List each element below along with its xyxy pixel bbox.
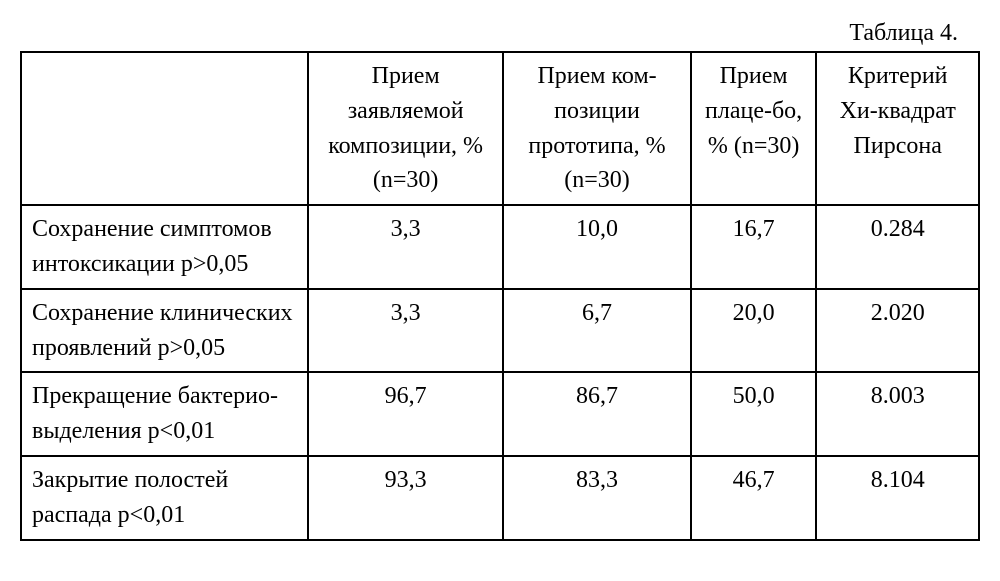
row-value: 50,0 — [691, 372, 817, 456]
header-row: Прием заявляемой композиции, % (n=30) Пр… — [21, 52, 979, 205]
data-table: Прием заявляемой композиции, % (n=30) Пр… — [20, 51, 980, 541]
row-value: 46,7 — [691, 456, 817, 540]
row-value: 3,3 — [308, 289, 503, 373]
row-value: 20,0 — [691, 289, 817, 373]
row-value: 10,0 — [503, 205, 691, 289]
header-placebo: Прием плаце-бо, % (n=30) — [691, 52, 817, 205]
row-value: 2.020 — [816, 289, 979, 373]
table-row: Прекращение бактерио-выделения p<0,01 96… — [21, 372, 979, 456]
row-value: 3,3 — [308, 205, 503, 289]
header-chi-square: Критерий Хи-квадрат Пирсона — [816, 52, 979, 205]
table-caption: Таблица 4. — [20, 20, 980, 47]
row-value: 86,7 — [503, 372, 691, 456]
row-label: Прекращение бактерио-выделения p<0,01 — [21, 372, 308, 456]
row-label: Сохранение клинических проявлений p>0,05 — [21, 289, 308, 373]
table-row: Закрытие полостей распада p<0,01 93,3 83… — [21, 456, 979, 540]
header-claimed-composition: Прием заявляемой композиции, % (n=30) — [308, 52, 503, 205]
row-value: 83,3 — [503, 456, 691, 540]
row-label: Сохранение симптомов интоксикации p>0,05 — [21, 205, 308, 289]
row-value: 96,7 — [308, 372, 503, 456]
row-value: 8.003 — [816, 372, 979, 456]
row-label: Закрытие полостей распада p<0,01 — [21, 456, 308, 540]
table-row: Сохранение симптомов интоксикации p>0,05… — [21, 205, 979, 289]
row-value: 6,7 — [503, 289, 691, 373]
row-value: 8.104 — [816, 456, 979, 540]
row-value: 0.284 — [816, 205, 979, 289]
row-value: 93,3 — [308, 456, 503, 540]
header-empty — [21, 52, 308, 205]
row-value: 16,7 — [691, 205, 817, 289]
table-row: Сохранение клинических проявлений p>0,05… — [21, 289, 979, 373]
header-prototype-composition: Прием ком-позиции прототипа, % (n=30) — [503, 52, 691, 205]
